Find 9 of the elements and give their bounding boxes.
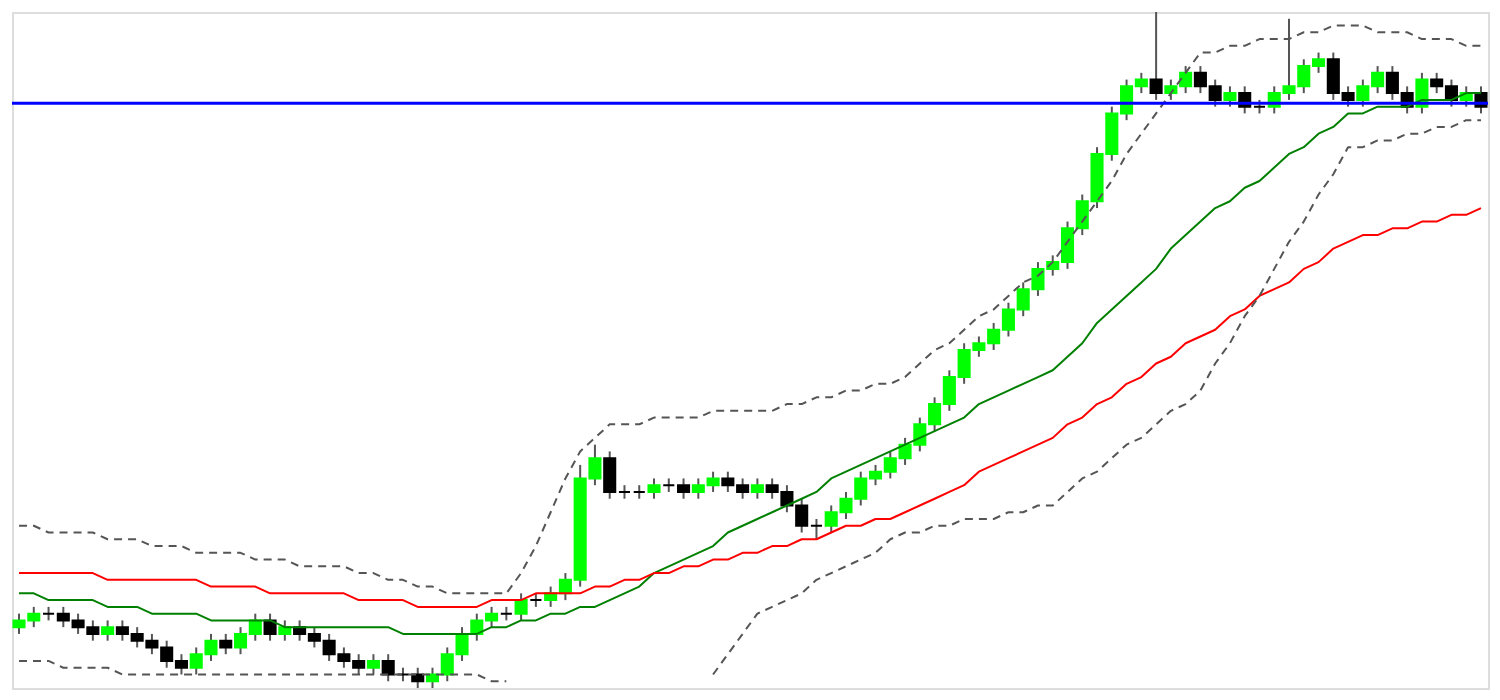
candlestick	[366, 653, 380, 676]
candlestick	[1223, 85, 1237, 108]
candlestick	[263, 612, 277, 642]
candlestick	[647, 477, 661, 500]
candlestick	[514, 592, 528, 622]
candlestick	[1149, 11, 1163, 101]
candlestick	[750, 477, 764, 500]
candlestick	[219, 632, 233, 656]
candlestick	[101, 619, 115, 642]
